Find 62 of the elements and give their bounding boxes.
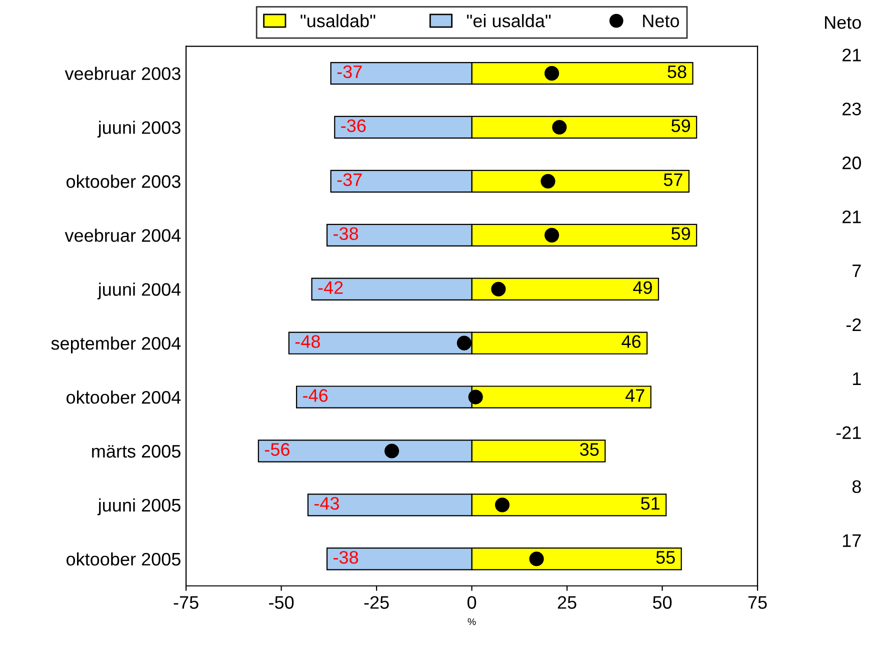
data-label: 7 [852, 264, 861, 278]
point [494, 498, 510, 512]
point [540, 174, 556, 189]
x-tick-label: 75 [748, 596, 767, 609]
data-label: -56 [264, 443, 290, 456]
point [544, 228, 560, 242]
data-label: 51 [641, 497, 660, 510]
data-label: -21 [836, 426, 861, 439]
data-label: 47 [625, 389, 644, 402]
data-label: -46 [303, 389, 328, 402]
data-label: -37 [337, 173, 362, 186]
data-label: 21 [842, 210, 861, 224]
data-label: 8 [852, 480, 861, 494]
x-axis-title: % [468, 618, 476, 626]
data-label: 20 [842, 156, 861, 170]
data-label: 46 [622, 335, 641, 348]
y-tick-label: oktoober 2005 [66, 552, 180, 566]
data-label: 59 [672, 227, 690, 240]
point [529, 552, 544, 566]
data-label: 21 [842, 48, 861, 62]
x-tick-label: -25 [364, 596, 389, 609]
y-tick-label: oktoober 2004 [66, 390, 181, 404]
y-tick-label: juuni 2005 [97, 498, 180, 516]
y-tick-label: veebruar 2003 [64, 66, 180, 80]
y-tick-label: juuni 2004 [97, 282, 181, 300]
x-tick-label: 0 [467, 596, 476, 609]
data-label: 49 [633, 281, 652, 294]
point [384, 444, 400, 458]
text: Neto [825, 16, 861, 29]
data-label: 58 [668, 65, 686, 78]
legend-label: "usaldab" [300, 14, 376, 28]
y-tick-label: juuni 2003 [97, 120, 180, 138]
data-label: -48 [295, 335, 320, 348]
legend-label: Neto [643, 14, 680, 28]
point [544, 66, 560, 81]
data-label: 57 [664, 173, 682, 186]
data-label: 23 [842, 102, 861, 116]
data-label: 59 [672, 119, 690, 132]
point [491, 282, 506, 296]
x-tick-label: -75 [174, 596, 198, 609]
data-label: -38 [334, 227, 358, 240]
data-label: -36 [341, 119, 366, 132]
data-label: -38 [334, 550, 358, 564]
point [552, 120, 567, 135]
x-tick-label: 25 [558, 596, 576, 609]
data-label: -37 [337, 65, 362, 78]
point [456, 336, 472, 350]
y-tick-label: veebruar 2004 [64, 228, 181, 242]
x-tick-label: 50 [652, 596, 672, 609]
point [468, 390, 483, 404]
data-label: 1 [853, 372, 861, 385]
data-label: -2 [846, 318, 861, 331]
data-label: 17 [842, 534, 861, 547]
x-tick-label: -50 [269, 596, 294, 609]
y-tick-label: oktoober 2003 [66, 174, 180, 188]
data-label: 35 [580, 443, 599, 456]
y-tick-label: märts 2005 [92, 444, 180, 458]
y-tick-label: september 2004 [51, 336, 181, 354]
legend-label: "ei usalda" [467, 14, 551, 28]
data-label: -43 [314, 497, 339, 510]
data-label: 55 [656, 551, 675, 564]
data-label: -42 [318, 281, 343, 294]
